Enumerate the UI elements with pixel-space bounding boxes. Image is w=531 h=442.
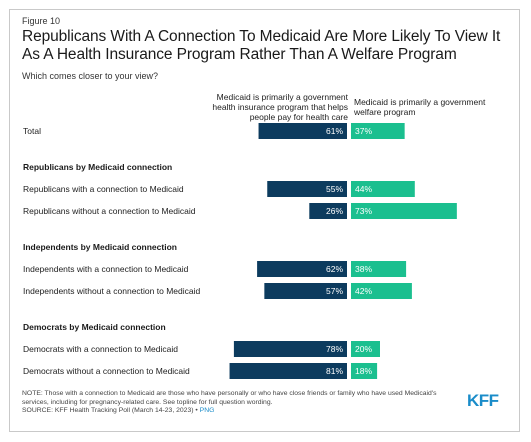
bar-insurance: [233, 341, 347, 357]
bar-insurance: [267, 181, 347, 197]
data-label-welfare: 37%: [355, 126, 372, 136]
bar-insurance: [258, 123, 347, 139]
bar-insurance: [309, 203, 347, 219]
row-label: Independents without a connection to Med…: [23, 286, 200, 296]
bar-welfare: [351, 181, 415, 197]
figure-frame: [9, 9, 520, 432]
source-line: SOURCE: KFF Health Tracking Poll (March …: [22, 407, 462, 416]
bar-welfare: [351, 203, 457, 219]
data-label-insurance: 81%: [326, 366, 343, 376]
data-label-welfare: 44%: [355, 184, 372, 194]
data-label-insurance: 55%: [326, 184, 343, 194]
bar-insurance: [229, 363, 347, 379]
bar-insurance: [257, 261, 347, 277]
footnote: NOTE: Those with a connection to Medicai…: [22, 390, 462, 416]
png-download-link[interactable]: PNG: [199, 407, 215, 414]
row-label: Republicans without a connection to Medi…: [23, 206, 196, 216]
row-label: Democrats with a connection to Medicaid: [23, 344, 178, 354]
data-label-welfare: 73%: [355, 206, 372, 216]
row-label: Independents with a connection to Medica…: [23, 264, 189, 274]
note-text: NOTE: Those with a connection to Medicai…: [22, 390, 437, 406]
row-label: Democrats without a connection to Medica…: [23, 366, 190, 376]
chart-subtitle: Which comes closer to your view?: [22, 71, 159, 81]
bar-insurance: [264, 283, 347, 299]
data-label-welfare: 42%: [355, 286, 372, 296]
data-label-insurance: 61%: [326, 126, 343, 136]
kff-logo: KFF: [467, 391, 499, 410]
bar-welfare: [351, 283, 412, 299]
data-label-insurance: 26%: [326, 206, 343, 216]
bar-welfare: [351, 363, 378, 379]
group-heading: Democrats by Medicaid connection: [23, 322, 166, 332]
bar-welfare: [351, 123, 405, 139]
data-label-insurance: 78%: [326, 344, 343, 354]
row-label: Republicans with a connection to Medicai…: [23, 184, 184, 194]
data-label-welfare: 38%: [355, 264, 372, 274]
data-label-welfare: 20%: [355, 344, 372, 354]
data-label-welfare: 18%: [355, 366, 372, 376]
bar-welfare: [351, 261, 407, 277]
legend-insurance: Medicaid is primarily a government healt…: [212, 92, 348, 122]
data-label-insurance: 57%: [326, 286, 343, 296]
group-heading: Republicans by Medicaid connection: [23, 162, 172, 172]
row-label: Total: [23, 126, 41, 136]
chart-title: Republicans With A Connection To Medicai…: [22, 28, 501, 63]
group-heading: Independents by Medicaid connection: [23, 242, 177, 252]
data-label-insurance: 62%: [326, 264, 343, 274]
source-text: SOURCE: KFF Health Tracking Poll (March …: [22, 407, 198, 414]
legend-welfare: Medicaid is primarily a government welfa…: [354, 97, 486, 117]
bar-welfare: [351, 341, 380, 357]
figure-label: Figure 10: [22, 16, 61, 26]
